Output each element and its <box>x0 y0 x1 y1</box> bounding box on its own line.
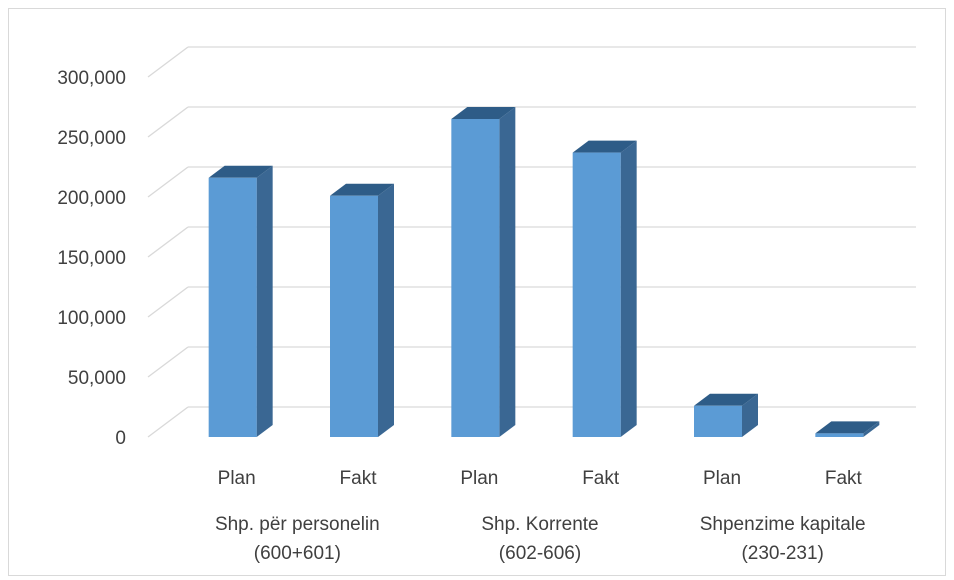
bar-top <box>208 165 273 178</box>
y-tick-label: 100,000 <box>57 308 126 329</box>
bar-side <box>620 140 637 437</box>
gridline-diagonal <box>147 406 189 438</box>
y-axis-ticks: 0 50,000 100,000 150,000 200,000 250,000 300,0… <box>57 68 126 449</box>
x-group-label: Shp. për personelin <box>215 514 380 535</box>
gridline-diagonal <box>147 346 189 378</box>
x-category-label: Plan <box>703 468 741 489</box>
y-tick-label: 0 <box>115 428 126 449</box>
bar-side <box>863 421 880 437</box>
gridline-diagonal <box>147 286 189 318</box>
bar-side <box>742 393 758 437</box>
bar-top <box>694 393 758 406</box>
y-tick-label: 200,000 <box>57 188 126 209</box>
gridline-diagonal <box>147 46 189 78</box>
gridline-diagonal <box>147 106 189 138</box>
gridline-diagonal <box>147 166 189 198</box>
bar <box>330 195 378 437</box>
bar-top <box>451 107 516 119</box>
x-group-label: Shpenzime kapitale <box>700 514 866 535</box>
x-category-label: Fakt <box>582 468 620 489</box>
bar-side <box>378 183 394 437</box>
gridlines <box>147 46 916 438</box>
x-group-code-label: (230-231) <box>741 543 823 564</box>
y-tick-label: 50,000 <box>68 368 126 389</box>
x-axis-groups: Shp. për personelin (600+601) Shp. Korrent… <box>215 514 866 564</box>
bar <box>451 119 500 437</box>
bar <box>572 152 621 437</box>
x-group-code-label: (600+601) <box>254 543 341 564</box>
x-category-label: Plan <box>460 468 498 489</box>
bar <box>208 177 257 438</box>
x-category-label: Plan <box>218 468 256 489</box>
bar <box>694 405 742 437</box>
x-category-label: Fakt <box>825 468 863 489</box>
bar-top <box>572 140 637 153</box>
x-group-label: Shp. Korrente <box>481 514 598 535</box>
y-tick-label: 300,000 <box>57 68 126 89</box>
bar-side <box>499 107 516 437</box>
bar <box>815 433 864 437</box>
bar-top <box>815 421 880 434</box>
bars <box>208 107 880 438</box>
bar-side <box>256 165 273 438</box>
x-axis-categories: Plan Fakt Plan Fakt Plan Fakt <box>218 468 863 489</box>
bar-top <box>330 183 394 196</box>
x-category-label: Fakt <box>340 468 378 489</box>
gridline-diagonal <box>147 226 189 258</box>
x-group-code-label: (602-606) <box>499 543 581 564</box>
y-tick-label: 150,000 <box>57 248 126 269</box>
y-tick-label: 250,000 <box>57 128 126 149</box>
